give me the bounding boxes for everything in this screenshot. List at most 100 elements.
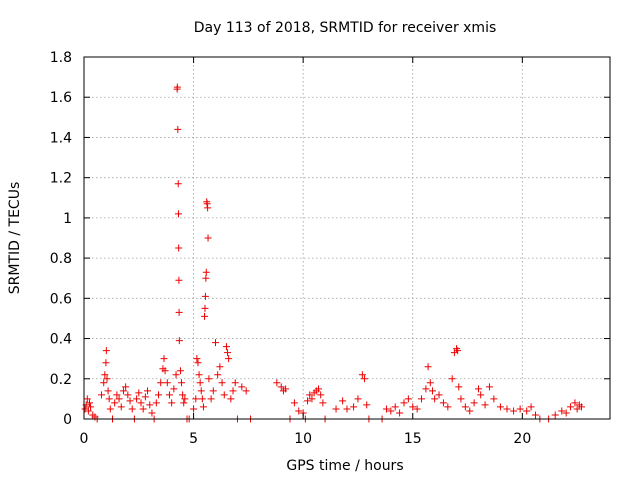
data-point [190,405,198,413]
data-point [428,387,436,395]
x-axis-ticks: 0 5 10 15 20 [80,57,531,447]
data-point [117,403,125,411]
data-point [119,387,127,395]
data-point [137,399,145,407]
data-point [225,355,233,363]
data-point [170,385,178,393]
x-tick-label: 15 [404,431,422,447]
data-point [466,407,474,415]
y-tick-label: 1 [63,211,72,227]
data-point [382,405,390,413]
data-point [178,379,186,387]
data-point [205,375,213,383]
data-point [101,371,109,379]
x-tick-label: 5 [189,431,198,447]
data-point [354,395,362,403]
data-point [105,395,113,403]
data-point [144,387,152,395]
data-point [122,383,130,391]
data-point [562,409,570,417]
data-point [196,379,204,387]
data-point [175,276,183,284]
data-point [457,395,465,403]
data-point [102,359,110,367]
data-point [426,379,434,387]
y-tick-label: 0 [63,412,72,428]
data-point [485,383,493,391]
data-point [238,383,246,391]
data-point [339,397,347,405]
data-point [319,399,327,407]
data-point [179,391,187,399]
data-point [202,274,210,282]
data-point [104,387,112,395]
data-point [106,405,114,413]
data-point [435,391,443,399]
data-point [201,312,209,320]
data-point [113,391,121,399]
data-point [85,399,93,407]
data-point [461,403,469,411]
data-point [558,407,566,415]
data-point [551,411,559,419]
data-point [176,367,184,375]
data-point [98,391,106,399]
data-point [152,399,160,407]
x-tick-label: 10 [294,431,312,447]
data-point [212,339,219,347]
data-point [361,375,369,383]
x-axis-label: GPS time / hours [286,458,403,474]
data-point [224,349,232,357]
data-point [192,395,200,403]
data-point [503,405,511,413]
data-point [87,403,95,411]
data-point [194,359,202,367]
y-tick-label: 0.4 [50,332,72,348]
data-point [444,403,452,411]
data-point [315,385,323,393]
data-point [242,387,250,395]
data-point [523,407,531,415]
data-point [84,407,92,415]
data-point [304,397,312,405]
data-point [290,399,298,407]
data-point [481,401,489,409]
data-point [124,391,132,399]
y-tick-label: 0.2 [50,372,72,388]
data-point [567,403,575,411]
data-point [455,383,463,391]
data-point [516,405,524,413]
data-point [306,391,314,399]
data-point [363,401,371,409]
data-points [81,83,586,423]
data-point [332,405,340,413]
data-point [207,395,215,403]
x-tick-label: 20 [513,431,531,447]
data-point [165,391,173,399]
data-point [308,395,316,403]
y-tick-label: 1.8 [50,50,72,66]
y-tick-label: 1.4 [50,130,72,146]
data-point [198,395,206,403]
data-point [277,383,285,391]
data-point [439,399,447,407]
data-point [216,363,224,371]
data-point [195,371,203,379]
data-point [222,343,230,351]
data-point [409,403,417,411]
data-point [422,385,430,393]
data-point [175,308,183,316]
data-point [510,407,518,415]
chart-title: Day 113 of 2018, SRMTID for receiver xmi… [194,20,497,36]
data-point [175,337,183,345]
data-point [404,395,412,403]
data-point [470,399,478,407]
data-point [204,204,212,212]
y-tick-label: 0.8 [50,251,72,267]
data-point [100,379,108,387]
data-point [168,399,176,407]
data-point [201,292,209,300]
data-point [448,375,456,383]
data-point [214,371,222,379]
